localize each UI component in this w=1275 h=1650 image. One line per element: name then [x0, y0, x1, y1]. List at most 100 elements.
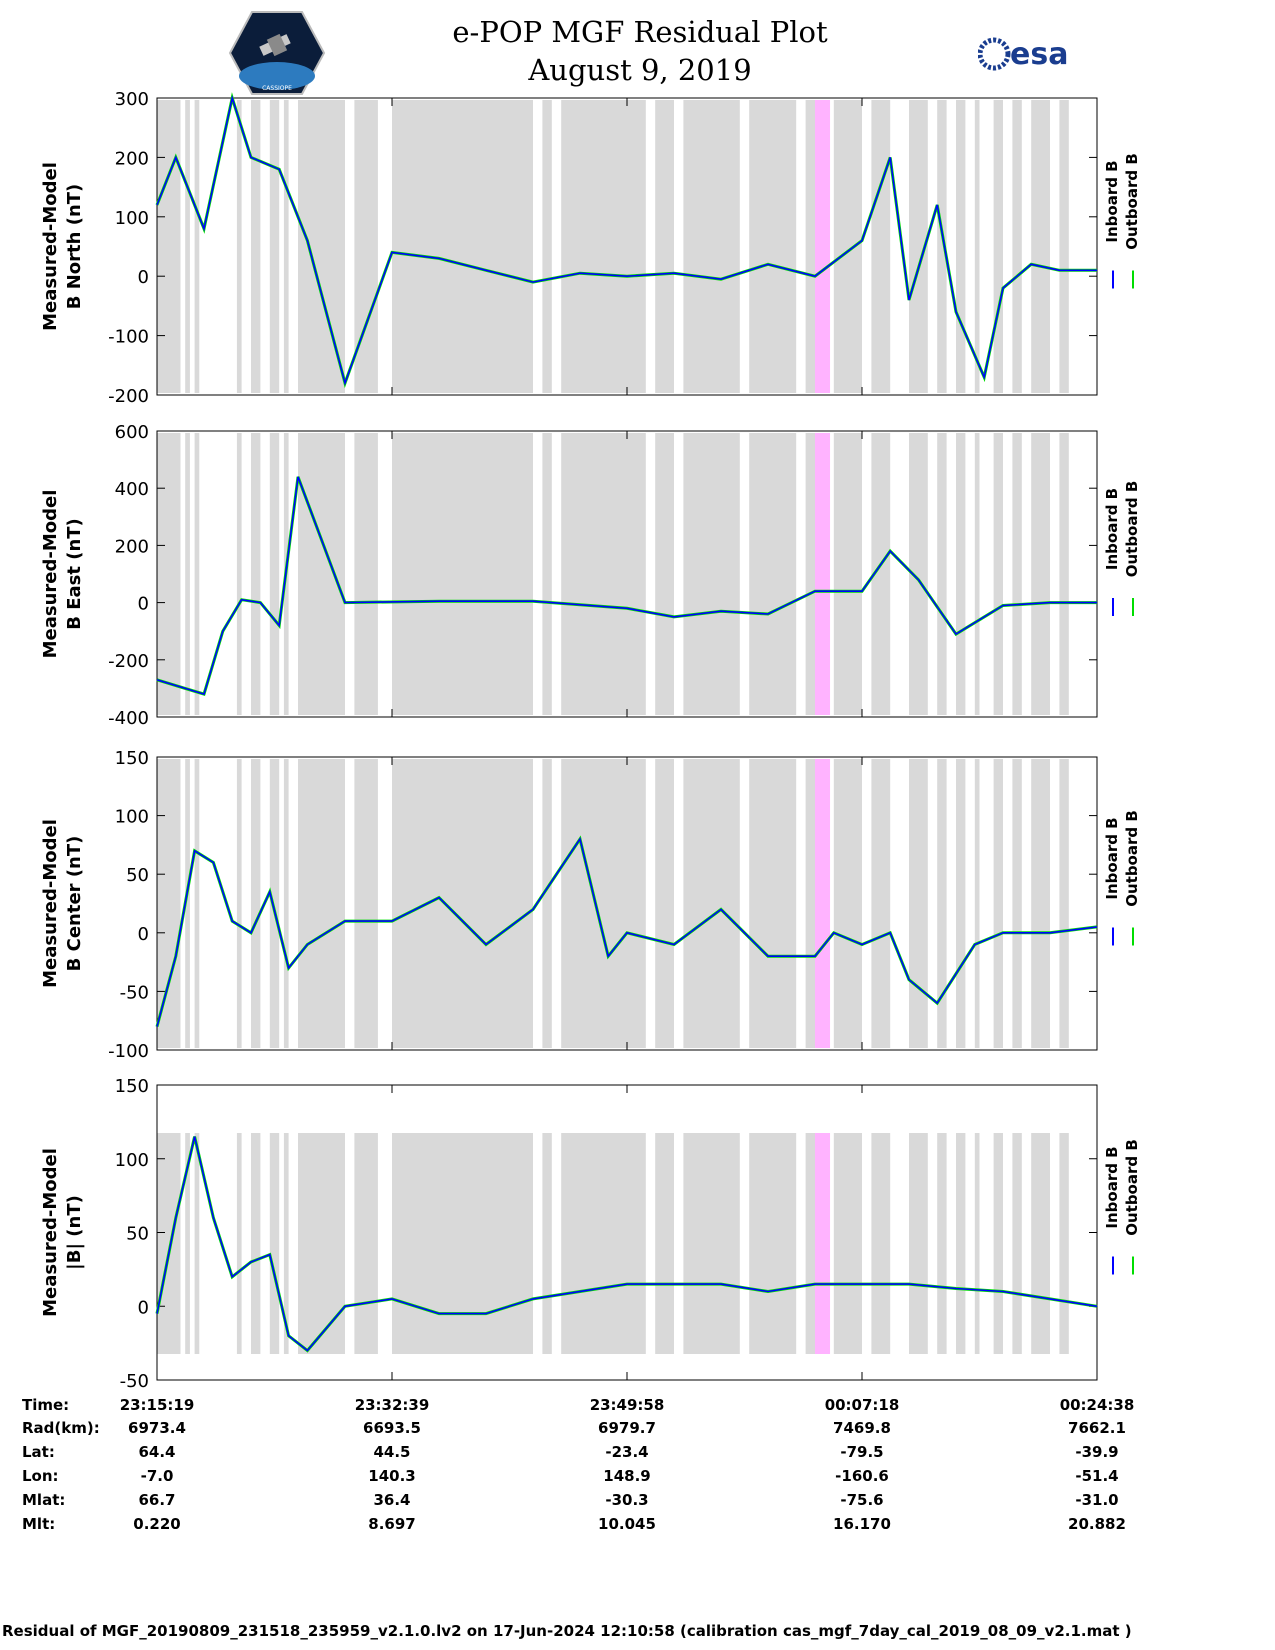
data-gap-band — [937, 100, 947, 393]
data-gap-band — [1012, 759, 1022, 1048]
panel-2: 600 400 200 0 -200 -400 Measured-Model B East (… — [40, 422, 1141, 729]
data-gap-band — [298, 100, 345, 393]
data-gap-band — [993, 433, 1003, 715]
y-tick-label: -50 — [120, 1371, 149, 1392]
data-gap-band — [871, 100, 891, 393]
data-gap-band — [561, 433, 646, 715]
data-gap-band — [269, 100, 280, 393]
data-gap-band — [236, 759, 242, 1048]
data-gap-band — [909, 100, 928, 393]
data-gap-band — [871, 1133, 891, 1354]
data-gap-band — [1031, 1133, 1050, 1354]
data-gap-band — [683, 433, 740, 715]
x-tick-label-time: 23:32:39 — [355, 1396, 430, 1414]
data-gap-band — [542, 433, 552, 715]
data-gap-band — [236, 1133, 242, 1354]
y-tick-label: 200 — [115, 536, 149, 557]
info-value: 6979.7 — [598, 1419, 656, 1437]
info-row-label: Time: — [22, 1396, 69, 1414]
x-tick-label-time: 23:49:58 — [590, 1396, 665, 1414]
info-value: 20.882 — [1068, 1515, 1126, 1533]
data-gap-band — [937, 433, 947, 715]
highlight-band — [815, 759, 831, 1048]
y-tick-label: 150 — [115, 748, 149, 769]
data-gap-band — [1031, 100, 1050, 393]
info-value: -30.3 — [605, 1491, 648, 1509]
y-tick-label: 400 — [115, 479, 149, 500]
data-gap-band — [298, 1133, 345, 1354]
info-value: -31.0 — [1075, 1491, 1118, 1509]
y-axis-label: Measured-Model — [40, 819, 61, 988]
data-gap-band — [236, 433, 242, 715]
info-value: -39.9 — [1075, 1443, 1118, 1461]
info-value: 64.4 — [138, 1443, 175, 1461]
y-tick-label: 100 — [115, 807, 149, 828]
y-tick-label: 100 — [115, 208, 149, 229]
data-gap-band — [993, 100, 1003, 393]
series-inboard — [156, 94, 1097, 386]
y-tick-label: 50 — [126, 1224, 149, 1245]
legend-outboard-label: Outboard B — [1123, 153, 1141, 250]
panel-1: 300 200 100 0 -100 -200 Measured-Model B North … — [40, 89, 1141, 407]
y-axis-label: |B| (nT) — [64, 1195, 85, 1270]
info-value: 6693.5 — [363, 1419, 421, 1437]
x-tick-label-time: 23:15:19 — [120, 1396, 195, 1414]
data-gap-band — [909, 759, 928, 1048]
data-gap-band — [283, 759, 289, 1048]
data-gap-band — [655, 759, 674, 1048]
info-value: 36.4 — [373, 1491, 410, 1509]
legend-inboard-label: Inboard B — [1103, 1146, 1121, 1228]
svg-text:esa: esa — [1010, 37, 1068, 72]
info-value: 66.7 — [138, 1491, 175, 1509]
data-gap-band — [1012, 433, 1022, 715]
data-gap-band — [833, 1133, 862, 1354]
data-gap-band — [236, 100, 242, 393]
data-gap-band — [805, 759, 815, 1048]
chart-title: e-POP MGF Residual Plot — [452, 15, 828, 49]
info-value: 7469.8 — [833, 1419, 891, 1437]
data-gap-band — [283, 100, 289, 393]
data-gap-band — [251, 759, 261, 1048]
data-gap-band — [749, 759, 797, 1048]
y-tick-label: -400 — [108, 708, 149, 729]
y-tick-label: 50 — [126, 865, 149, 886]
data-gap-band — [392, 759, 533, 1048]
y-tick-label: 0 — [138, 1297, 149, 1318]
highlight-band — [815, 1133, 831, 1354]
legend-outboard-label: Outboard B — [1123, 1139, 1141, 1236]
legend-inboard-label: Inboard B — [1103, 160, 1121, 242]
data-gap-band — [683, 1133, 740, 1354]
info-value: 0.220 — [133, 1515, 180, 1533]
y-tick-label: 100 — [115, 1150, 149, 1171]
y-tick-label: 300 — [115, 89, 149, 110]
y-axis-label: Measured-Model — [40, 162, 61, 331]
data-gap-band — [251, 433, 261, 715]
data-gap-band — [269, 759, 280, 1048]
data-gap-band — [269, 433, 280, 715]
data-gap-band — [561, 759, 646, 1048]
data-gap-band — [157, 1133, 181, 1354]
info-value: -51.4 — [1075, 1467, 1118, 1485]
data-gap-band — [194, 100, 200, 393]
data-gap-band — [974, 759, 980, 1048]
data-gap-band — [871, 433, 891, 715]
y-tick-label: -100 — [108, 327, 149, 348]
info-value: 8.697 — [368, 1515, 415, 1533]
data-gap-band — [542, 100, 552, 393]
y-axis-label: B North (nT) — [64, 184, 85, 310]
info-value: -75.6 — [840, 1491, 883, 1509]
data-gap-band — [655, 100, 674, 393]
data-gap-band — [1012, 1133, 1022, 1354]
data-gap-band — [805, 433, 815, 715]
data-gap-band — [993, 1133, 1003, 1354]
y-axis-label: Measured-Model — [40, 490, 61, 659]
y-tick-label: 0 — [138, 594, 149, 615]
data-gap-band — [974, 1133, 980, 1354]
y-tick-label: 0 — [138, 924, 149, 945]
x-tick-label-time: 00:24:38 — [1060, 1396, 1135, 1414]
info-value: -7.0 — [141, 1467, 174, 1485]
info-value: -23.4 — [605, 1443, 648, 1461]
data-gap-band — [185, 1133, 190, 1354]
data-gap-band — [185, 759, 190, 1048]
